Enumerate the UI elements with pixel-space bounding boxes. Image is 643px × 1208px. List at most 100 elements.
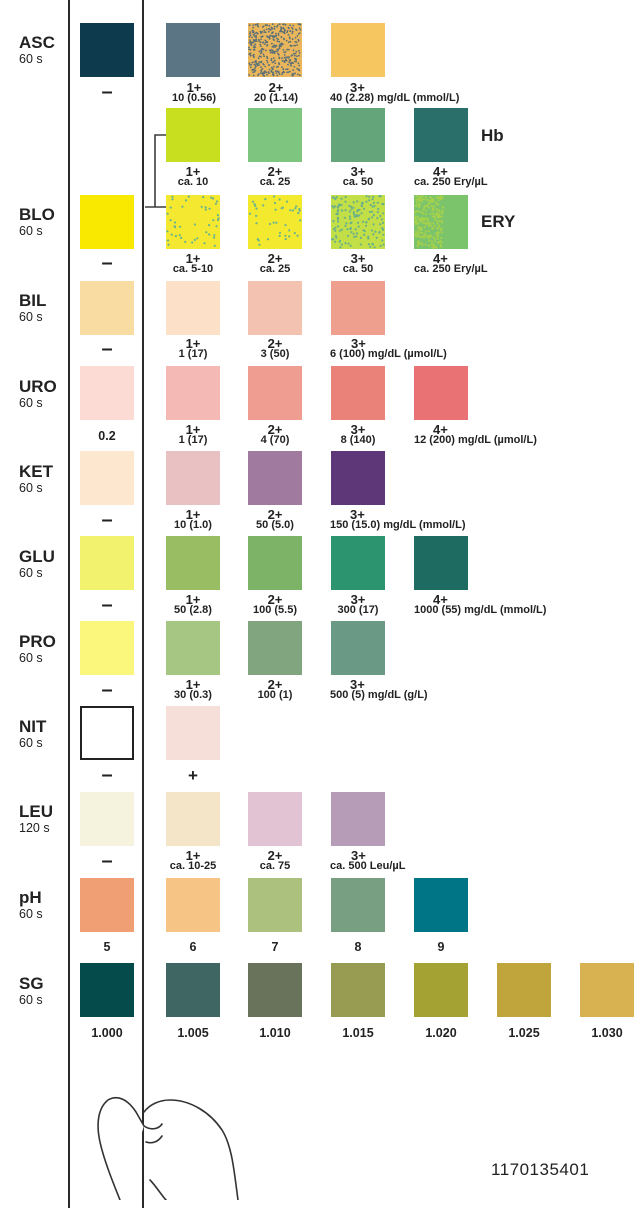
speckle-dot <box>291 62 294 64</box>
speckle-dot <box>253 71 256 73</box>
speckle-dot <box>260 49 262 52</box>
speckle-dot <box>380 218 384 221</box>
speckle-dot <box>248 24 251 27</box>
speckle-dot <box>258 40 261 43</box>
speckle-dot <box>277 53 280 56</box>
ket-swatch-1 <box>166 451 220 505</box>
ph-swatch-6 <box>166 878 220 932</box>
sg-value-1010: 1.010 <box>259 1026 291 1040</box>
speckle-dot <box>283 54 286 56</box>
speckle-dot <box>430 240 433 243</box>
article-number: 1170135401 <box>491 1160 590 1179</box>
speckle-dot <box>440 221 443 224</box>
speckle-dot <box>382 212 385 215</box>
speckle-dot <box>296 44 298 46</box>
speckle-dot <box>281 71 284 74</box>
speckle-dot <box>432 236 435 239</box>
speckle-dot <box>270 71 273 73</box>
speckle-dot <box>419 228 422 232</box>
speckle-dot <box>340 209 343 212</box>
speckle-dot <box>421 195 424 198</box>
pro-label-1: 1+ 30 (0.3) <box>174 677 212 701</box>
speckle-dot <box>415 230 418 233</box>
leu-swatch-neg <box>80 792 134 846</box>
speckle-dot <box>352 232 355 235</box>
speckle-dot <box>203 242 206 245</box>
uro-swatch-1 <box>166 366 220 420</box>
speckle-dot <box>212 219 215 222</box>
speckle-dot <box>362 220 365 223</box>
speckle-dot <box>181 205 184 208</box>
speckle-dot <box>286 30 289 32</box>
speckle-dot <box>278 40 281 43</box>
speckle-dot <box>289 59 292 61</box>
speckle-dot <box>272 51 275 53</box>
speckle-dot <box>272 60 275 63</box>
speckle-dot <box>367 237 370 240</box>
speckle-dot <box>438 224 441 227</box>
speckle-dot <box>276 70 278 72</box>
speckle-dot <box>344 195 347 199</box>
speckle-dot <box>280 30 283 33</box>
speckle-dot <box>437 213 440 216</box>
speckle-dot <box>356 221 360 224</box>
speckle-dot <box>348 204 351 207</box>
speckle-dot <box>268 24 271 27</box>
ket-swatch-2 <box>248 451 302 505</box>
speckle-dot <box>423 219 426 222</box>
speckle-dot <box>248 74 251 76</box>
speckle-dot <box>173 221 177 224</box>
speckle-dot <box>373 205 376 208</box>
speckle-dot <box>372 223 375 226</box>
speckle-dot <box>169 219 172 222</box>
speckle-dot <box>251 36 253 39</box>
asc-time: 60 s <box>19 52 43 66</box>
speckle-dot <box>350 231 353 234</box>
speckle-dot <box>256 23 259 26</box>
speckle-dot <box>298 207 301 211</box>
ery-title: ERY <box>481 212 516 231</box>
speckle-dot <box>440 227 443 230</box>
speckle-dot <box>381 221 385 224</box>
speckle-dot <box>414 222 418 226</box>
speckle-dot <box>424 209 427 212</box>
speckle-dot <box>254 67 257 69</box>
speckle-dot <box>360 204 363 207</box>
speckle-dot <box>274 62 277 65</box>
speckle-dot <box>280 45 282 48</box>
speckle-dot <box>289 24 292 27</box>
asc-label-1: 1+ 10 (0.56) <box>171 80 217 104</box>
speckle-dot <box>208 207 211 210</box>
hb-label-2: 2+ ca. 25 <box>259 164 291 188</box>
speckle-dot <box>293 54 296 57</box>
speckle-dot <box>431 209 434 212</box>
speckle-dot <box>253 34 255 36</box>
speckle-dot <box>257 73 260 75</box>
speckle-dot <box>358 208 361 211</box>
speckle-dot <box>435 211 438 214</box>
speckle-dot <box>368 210 371 214</box>
speckle-dot <box>359 243 362 246</box>
speckle-dot <box>294 57 296 60</box>
speckle-dot <box>348 210 351 213</box>
speckle-dot <box>438 220 441 223</box>
ery-label-1: 1+ ca. 5-10 <box>172 251 214 275</box>
speckle-dot <box>251 69 254 71</box>
speckle-dot <box>282 27 285 29</box>
speckle-dot <box>440 241 443 244</box>
speckle-dot <box>289 37 291 40</box>
speckle-dot <box>414 215 417 218</box>
speckle-dot <box>277 71 280 74</box>
speckle-dot <box>437 199 440 202</box>
speckle-dot <box>369 245 372 248</box>
nit-time: 60 s <box>19 736 43 750</box>
blo-name: BLO <box>19 205 55 224</box>
speckle-dot <box>249 54 252 57</box>
speckle-dot <box>278 62 280 64</box>
leu-swatch-2 <box>248 792 302 846</box>
speckle-dot <box>332 228 335 231</box>
speckle-dot <box>193 238 196 241</box>
speckle-dot <box>417 225 420 229</box>
speckle-dot <box>267 30 270 33</box>
